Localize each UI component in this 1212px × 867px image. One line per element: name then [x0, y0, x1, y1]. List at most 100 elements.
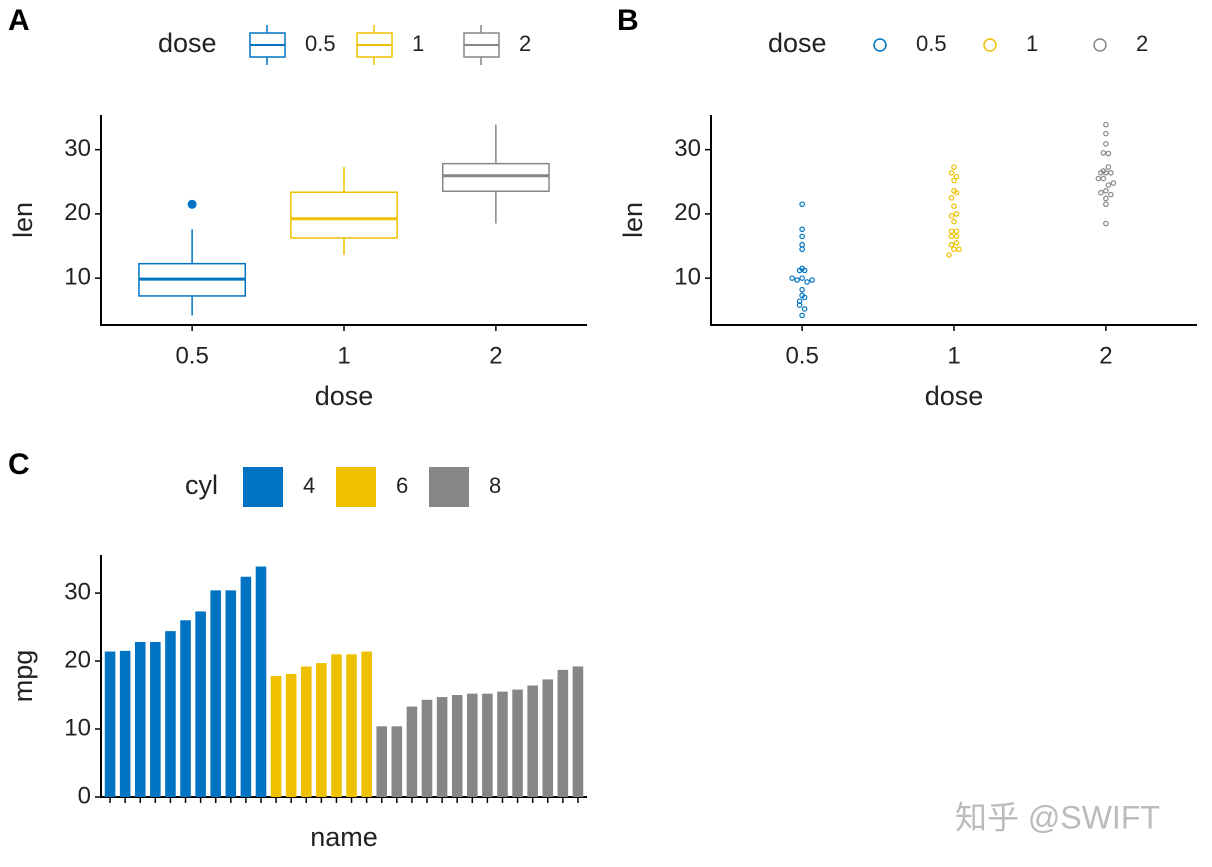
panel-tag: C — [8, 448, 30, 481]
watermark: 知乎 @SWIFT — [955, 799, 1160, 835]
legend-label: 4 — [303, 473, 315, 498]
bar — [542, 679, 554, 797]
dot — [953, 233, 960, 240]
bar — [225, 590, 237, 797]
bar — [134, 642, 146, 797]
bar — [270, 676, 282, 797]
x-tick-label: 1 — [337, 342, 350, 369]
dot — [1103, 130, 1109, 137]
bar — [436, 697, 448, 797]
dot — [799, 286, 805, 293]
dot — [1103, 220, 1109, 227]
dot — [801, 267, 808, 274]
dot — [794, 277, 800, 283]
dot — [953, 211, 960, 217]
legend-label: 1 — [412, 31, 424, 56]
y-axis-label: len — [8, 202, 38, 238]
dot — [1103, 201, 1109, 208]
bar — [451, 695, 463, 797]
legend-label: 2 — [519, 31, 531, 56]
legend-key — [336, 467, 376, 507]
bar — [300, 666, 312, 797]
legend-key — [873, 38, 887, 52]
dot — [799, 233, 805, 240]
dot — [1098, 189, 1104, 196]
dot — [799, 201, 805, 208]
bar — [467, 693, 478, 797]
box — [441, 162, 550, 193]
dot — [799, 246, 805, 253]
legend-label: 8 — [489, 473, 501, 498]
y-axis-label: mpg — [8, 650, 38, 703]
dot — [948, 241, 955, 248]
dot — [1100, 175, 1107, 182]
dot — [801, 294, 808, 301]
bar — [391, 726, 403, 797]
panel-tag: B — [617, 4, 639, 37]
dot — [951, 218, 957, 225]
dot — [948, 233, 955, 240]
dot — [1105, 150, 1112, 157]
bar — [482, 693, 493, 797]
bar — [285, 673, 297, 797]
dot — [951, 203, 957, 209]
dot — [951, 164, 957, 170]
bar — [104, 651, 116, 797]
dot — [953, 239, 960, 246]
bar — [150, 642, 161, 797]
dot — [1110, 180, 1117, 186]
y-tick-label: 30 — [64, 578, 91, 605]
legend-key — [983, 38, 997, 52]
x-tick-label: 0.5 — [175, 342, 208, 369]
bar — [527, 685, 538, 797]
x-tick-label: 2 — [1099, 342, 1112, 369]
legend-label: 1 — [1026, 31, 1038, 56]
dot — [1108, 191, 1114, 198]
dot — [804, 279, 810, 285]
dot — [789, 275, 795, 281]
box — [290, 191, 398, 239]
legend-title: dose — [158, 28, 217, 58]
bar — [210, 590, 221, 797]
x-axis-label: dose — [315, 381, 374, 411]
legend-label: 0.5 — [916, 31, 947, 56]
bar — [361, 651, 372, 797]
legend-label: 6 — [396, 473, 408, 498]
bar — [572, 666, 584, 797]
dot — [951, 246, 957, 253]
legend-label: 2 — [1136, 31, 1148, 56]
dot — [1105, 164, 1112, 170]
dot — [951, 187, 957, 194]
dot — [953, 228, 960, 235]
dot — [948, 195, 955, 201]
legend-key — [429, 467, 469, 507]
bar — [165, 631, 176, 797]
bar — [406, 706, 418, 797]
bar — [421, 699, 433, 797]
dot — [951, 177, 957, 184]
y-axis-label: len — [618, 202, 648, 238]
dot — [946, 252, 952, 258]
y-tick-label: 10 — [64, 263, 91, 290]
x-axis-label: name — [310, 822, 378, 852]
dot — [1103, 121, 1109, 128]
y-tick-label: 20 — [674, 199, 701, 226]
outlier — [187, 199, 197, 209]
y-tick-label: 20 — [64, 199, 91, 226]
bar — [195, 611, 206, 797]
dot — [801, 306, 808, 312]
legend-key — [1093, 38, 1107, 52]
dot — [948, 169, 955, 176]
bar — [240, 576, 252, 797]
y-tick-label: 20 — [64, 646, 91, 673]
bar — [255, 566, 267, 797]
legend-label: 0.5 — [305, 31, 336, 56]
bar — [557, 669, 569, 797]
y-tick-label: 0 — [78, 782, 91, 809]
bar — [497, 691, 508, 797]
dot — [1103, 141, 1109, 147]
panel-tag: A — [8, 4, 30, 37]
legend-key — [243, 467, 283, 507]
bar — [316, 663, 327, 797]
legend-title: dose — [768, 28, 827, 58]
